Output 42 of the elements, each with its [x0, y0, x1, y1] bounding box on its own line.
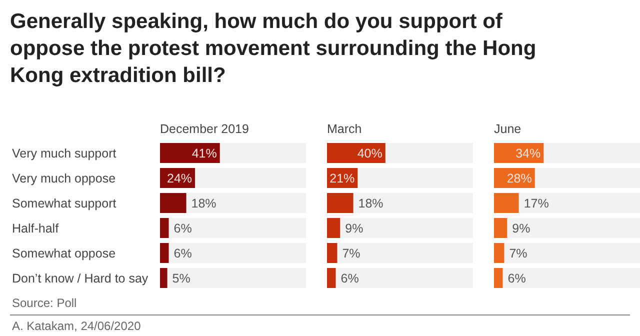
data-label: 24% [167, 172, 192, 186]
bar [160, 243, 169, 263]
y-tick-label: Somewhat oppose [12, 246, 116, 260]
data-label: 9% [345, 222, 364, 236]
data-label: 21% [330, 172, 355, 186]
data-label: 5% [172, 272, 190, 286]
bar [327, 218, 340, 238]
data-label: 7% [342, 246, 360, 260]
bar [494, 243, 504, 263]
bar [160, 268, 168, 288]
chart-title: March [327, 122, 362, 136]
bar [494, 193, 519, 213]
y-tick-label: Half-half [12, 222, 60, 236]
data-label: 40% [357, 146, 382, 160]
bar [327, 243, 338, 263]
data-label: 6% [340, 272, 359, 286]
bar [327, 193, 354, 213]
text: A. Katakam, 24/06/2020 [12, 319, 142, 333]
data-label: 6% [174, 222, 192, 236]
data-label: 6% [508, 272, 526, 286]
y-tick-label: Don’t know / Hard to say [12, 272, 149, 286]
data-label: 17% [524, 196, 549, 210]
data-label: 18% [191, 196, 216, 210]
bar [494, 268, 503, 288]
data-label: 18% [358, 196, 384, 210]
data-label: 28% [506, 172, 532, 186]
data-label: 7% [509, 246, 528, 260]
data-label: 34% [516, 146, 541, 160]
y-tick-label: Somewhat support [12, 196, 117, 210]
chart-title: June [494, 122, 522, 136]
y-tick-label: Very much support [12, 146, 117, 160]
bar [160, 218, 169, 238]
data-label: 9% [512, 222, 530, 236]
data-label: 41% [192, 146, 217, 160]
bar [160, 193, 186, 213]
chart-title: Generally speaking, how much do you support of oppose the protest movement surrounding the Hong Kong extradition bill? [10, 10, 536, 87]
chart-subtitle: December 2019 [160, 122, 249, 136]
bar [494, 218, 508, 238]
data-label: 6% [174, 246, 192, 260]
y-tick-label: Very much oppose [12, 172, 116, 186]
bar [327, 268, 336, 288]
source-note: Source: Poll [12, 296, 77, 310]
